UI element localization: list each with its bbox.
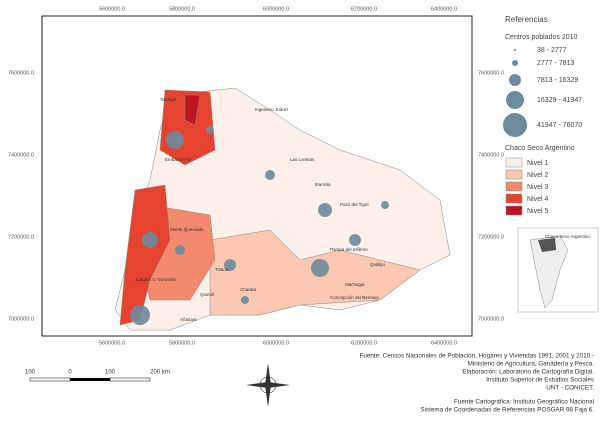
x-coord-label: 5600000.0 [99, 6, 125, 12]
y-coord-label: 7000000.0 [478, 316, 504, 322]
place-name: Ibarreta [315, 182, 331, 187]
place-name: Tartagal [160, 97, 176, 102]
scale-label: 100 [105, 370, 116, 376]
x-coord-label: 6000000.0 [263, 340, 289, 346]
source-text: Ministerio de Agricultura, Ganadería y P… [468, 361, 595, 368]
legend-swatch [505, 205, 523, 216]
legend-title: Referencias [505, 15, 548, 24]
y-coord-label: 7600000.0 [478, 70, 504, 76]
legend-label: 2777 - 7813 [537, 60, 574, 67]
place-name: Charata [240, 287, 257, 292]
source-text: UNT - CONICET. [546, 385, 594, 392]
inset-region [538, 238, 556, 252]
scale-bar: 100 0 100 200 km [25, 370, 170, 382]
place-name: Quitilipi [370, 262, 385, 267]
source-text: Fuente: Censos Nacionales de Población, … [360, 353, 594, 360]
legend-symbol [506, 91, 524, 109]
scale-label: 100 [25, 370, 36, 376]
x-coord-label: 6000000.0 [263, 6, 289, 12]
region-level-5 [184, 94, 201, 126]
legend-label: Nivel 3 [527, 184, 549, 191]
legend-symbol [512, 60, 518, 66]
y-coord-label: 7000000.0 [8, 316, 34, 322]
place-name: Monte Quemado [170, 227, 204, 232]
x-coord-label: 6400000.0 [431, 6, 457, 12]
x-coord-label: 5600000.0 [99, 340, 125, 346]
legend-symbol [503, 113, 527, 137]
y-coord-label: 7400000.0 [8, 152, 34, 158]
legend-swatch [505, 193, 523, 204]
source-text: Sistema de Coordenadas de Referencias PO… [420, 407, 594, 414]
legend-label: 41947 - 76070 [537, 122, 582, 129]
place-name: Tintina [215, 267, 229, 272]
source-text: Fuente Cartográfica: Instituto Geográfic… [454, 399, 594, 406]
y-coord-label: 7400000.0 [478, 152, 504, 158]
source-text: Instituto Superior de Estudios Sociales [486, 377, 594, 384]
legend-region-title: Chaco Seco Argentino [505, 145, 575, 152]
inset-country [529, 235, 569, 309]
legend-swatch [505, 157, 523, 168]
place-name: Pozo del Tigre [340, 202, 369, 207]
legend-label: 7813 - 16329 [537, 77, 578, 84]
legend-symbol [514, 49, 516, 51]
legend-label: 38 - 2777 [537, 47, 567, 54]
place-name: Machagai [345, 282, 365, 287]
map-regions [114, 87, 451, 331]
legend-label: Nivel 5 [527, 208, 549, 215]
place-name: Ingeniero Juárez [255, 107, 289, 112]
north-arrow [246, 363, 290, 407]
place-name: Pampa del Infierno [330, 247, 368, 252]
legend-subtitle: Centros poblados 2010 [505, 34, 577, 41]
legend-label: 16329 - 41947 [537, 97, 582, 104]
place-name: Las Lomitas [290, 157, 315, 162]
place-name: Concepción del Bermejo [330, 295, 380, 300]
legend-swatch [505, 181, 523, 192]
scale-label: 200 km [150, 370, 170, 376]
x-coord-label: 6400000.0 [431, 340, 457, 346]
x-coord-label: 6200000.0 [351, 340, 377, 346]
scale-label: 0 [68, 370, 72, 376]
x-coord-label: 5800000.0 [169, 6, 195, 12]
x-coord-label: 5800000.0 [169, 340, 195, 346]
town-circles [130, 126, 389, 325]
y-coord-label: 7200000.0 [478, 234, 504, 240]
legend-swatch [505, 169, 523, 180]
y-coord-label: 7200000.0 [8, 234, 34, 240]
legend-label: Nivel 2 [527, 172, 549, 179]
y-coord-label: 7600000.0 [8, 70, 34, 76]
source-text: Elaboración: Laboratorio de Cartografía … [462, 369, 594, 376]
region-level-4 [119, 89, 216, 326]
legend-symbol [509, 74, 521, 86]
place-name: Quimilí [200, 292, 215, 297]
legend-label: Nivel 4 [527, 196, 549, 203]
x-coord-label: 6200000.0 [351, 6, 377, 12]
legend-label: Nivel 1 [527, 160, 549, 167]
inset-label: Chaco Seco Argentino [545, 234, 590, 239]
place-name: Añatuya [180, 317, 197, 322]
place-name: Embarcación [165, 157, 192, 162]
place-name: Joaquín V. González [135, 277, 177, 282]
